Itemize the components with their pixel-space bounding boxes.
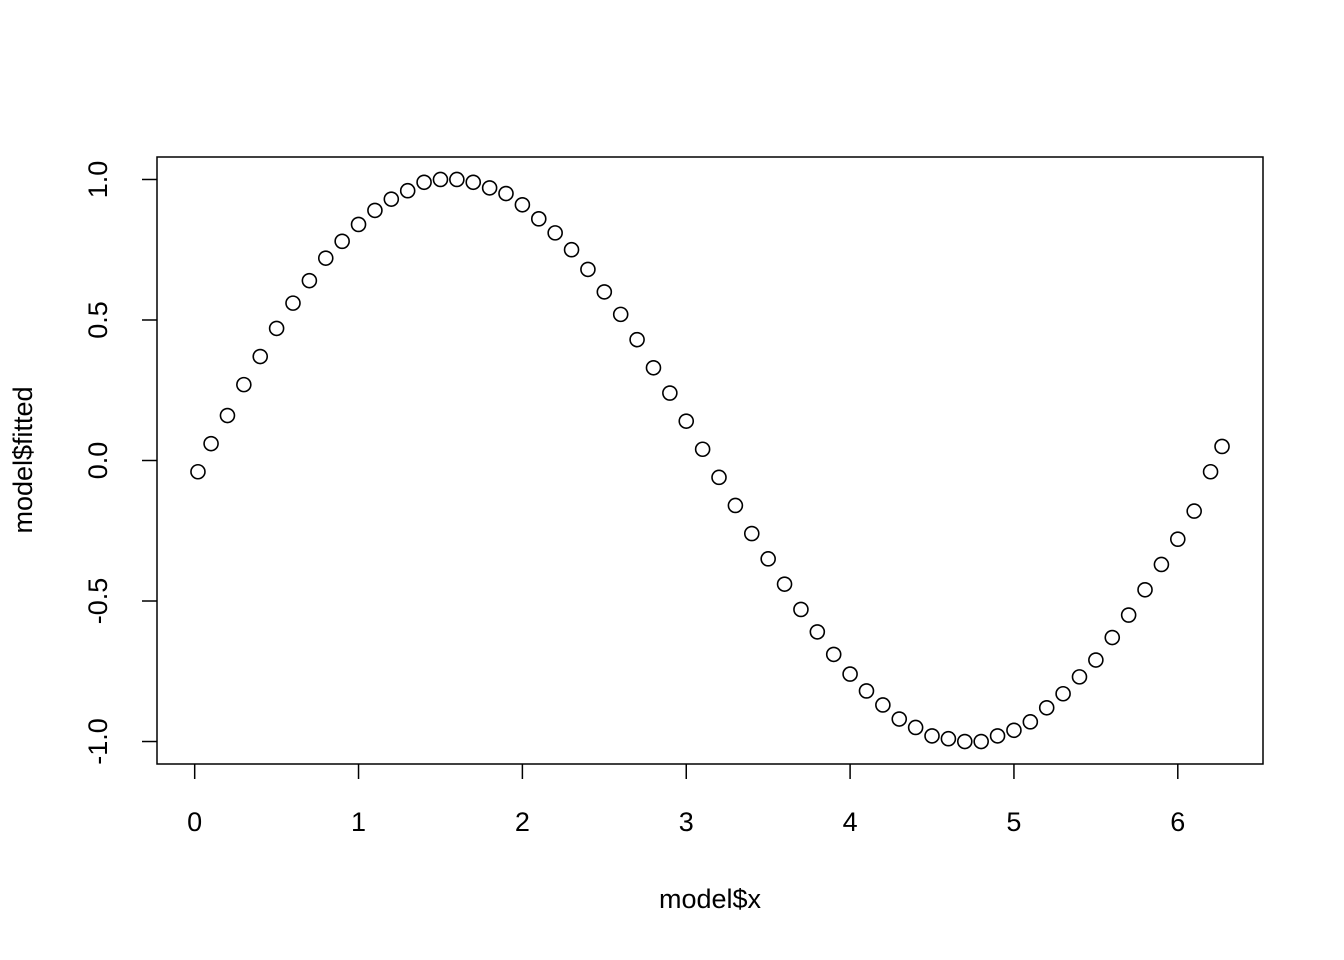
point (776, 576, 793, 592)
point (1071, 669, 1088, 685)
point (236, 376, 252, 393)
point (432, 171, 449, 188)
point (1006, 722, 1022, 739)
point (203, 435, 219, 452)
x-tick-label: 4 (843, 807, 858, 837)
point (612, 306, 629, 323)
point (924, 728, 940, 744)
point (547, 225, 563, 241)
point (989, 728, 1006, 744)
point (629, 331, 645, 348)
point (694, 441, 711, 458)
point (1214, 438, 1230, 455)
point (563, 241, 580, 258)
y-tick-label: 0.0 (83, 442, 113, 480)
point (367, 202, 383, 219)
point (530, 211, 547, 227)
point (1186, 503, 1202, 519)
point (891, 711, 908, 727)
x-tick-label: 2 (515, 807, 530, 837)
y-tick-label: 0.5 (83, 301, 113, 339)
point (1038, 699, 1055, 716)
point (1120, 607, 1137, 623)
x-tick-label: 3 (679, 807, 694, 837)
point (317, 250, 334, 266)
point (498, 185, 514, 202)
x-axis-label: model$x (659, 884, 762, 914)
point (662, 385, 678, 401)
point (711, 469, 727, 486)
x-tick-label: 0 (187, 807, 202, 837)
y-tick-label: 1.0 (83, 161, 113, 199)
point (268, 320, 285, 337)
point (727, 497, 744, 514)
y-tick-label: -0.5 (83, 578, 113, 625)
point (825, 646, 842, 663)
point (219, 407, 236, 424)
point (956, 733, 973, 750)
point (596, 284, 613, 300)
point (793, 601, 809, 618)
point (907, 719, 924, 736)
point (285, 295, 301, 311)
point (1137, 581, 1153, 598)
point (1104, 629, 1121, 646)
y-axis-label: model$fitted (8, 386, 38, 533)
point (580, 261, 596, 278)
point (809, 624, 826, 640)
point (383, 191, 400, 207)
point (252, 348, 269, 365)
point (350, 216, 367, 233)
point (1022, 714, 1039, 730)
point (645, 359, 662, 376)
x-tick-label: 6 (1170, 807, 1185, 837)
point (743, 525, 760, 542)
point (842, 666, 858, 682)
x-tick-label: 5 (1006, 807, 1021, 837)
plot-frame (156, 156, 1264, 765)
point (481, 180, 498, 196)
point (973, 733, 989, 750)
point (416, 174, 432, 191)
point (399, 182, 416, 199)
point (760, 551, 776, 567)
point (1088, 652, 1104, 668)
point (334, 233, 350, 250)
point (190, 463, 206, 480)
point (1153, 556, 1170, 573)
point (1169, 531, 1186, 547)
x-tick-label: 1 (351, 807, 366, 837)
point (514, 196, 531, 213)
point (301, 272, 318, 289)
point (465, 174, 482, 191)
point (678, 413, 695, 429)
point (449, 171, 465, 188)
point (858, 683, 875, 699)
y-tick-label: -1.0 (83, 718, 113, 765)
point (1055, 685, 1071, 702)
point (1202, 463, 1219, 480)
point (875, 697, 891, 713)
point (940, 730, 957, 747)
